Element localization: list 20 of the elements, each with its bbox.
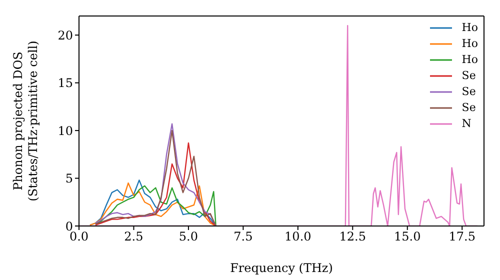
x-tick-label: 5.0 xyxy=(178,230,198,244)
y-tick-label: 15 xyxy=(58,76,73,90)
legend-label: Se xyxy=(462,68,476,84)
x-tick-label: 7.5 xyxy=(234,230,253,244)
legend-label: Se xyxy=(462,100,476,116)
x-tick-label: 17.5 xyxy=(448,230,476,244)
legend-label: Ho xyxy=(462,52,478,68)
x-tick-label: 10.0 xyxy=(284,230,312,244)
legend-label: Se xyxy=(462,84,476,100)
legend-label: N xyxy=(462,116,472,132)
x-axis-title: Frequency (THz) xyxy=(230,261,333,275)
x-tick-label: 15.0 xyxy=(394,230,421,244)
x-tick-label: 12.5 xyxy=(339,230,366,244)
x-tick-label: 2.5 xyxy=(124,230,144,244)
y-axis-title: Phonon projected DOS (States/THz·primitive cell) xyxy=(11,40,40,202)
y-tick-label: 10 xyxy=(58,124,73,138)
y-tick-label: 5 xyxy=(65,172,73,186)
y-tick-label: 20 xyxy=(58,28,73,42)
legend-label: Ho xyxy=(462,20,478,36)
legend-label: Ho xyxy=(462,36,478,52)
